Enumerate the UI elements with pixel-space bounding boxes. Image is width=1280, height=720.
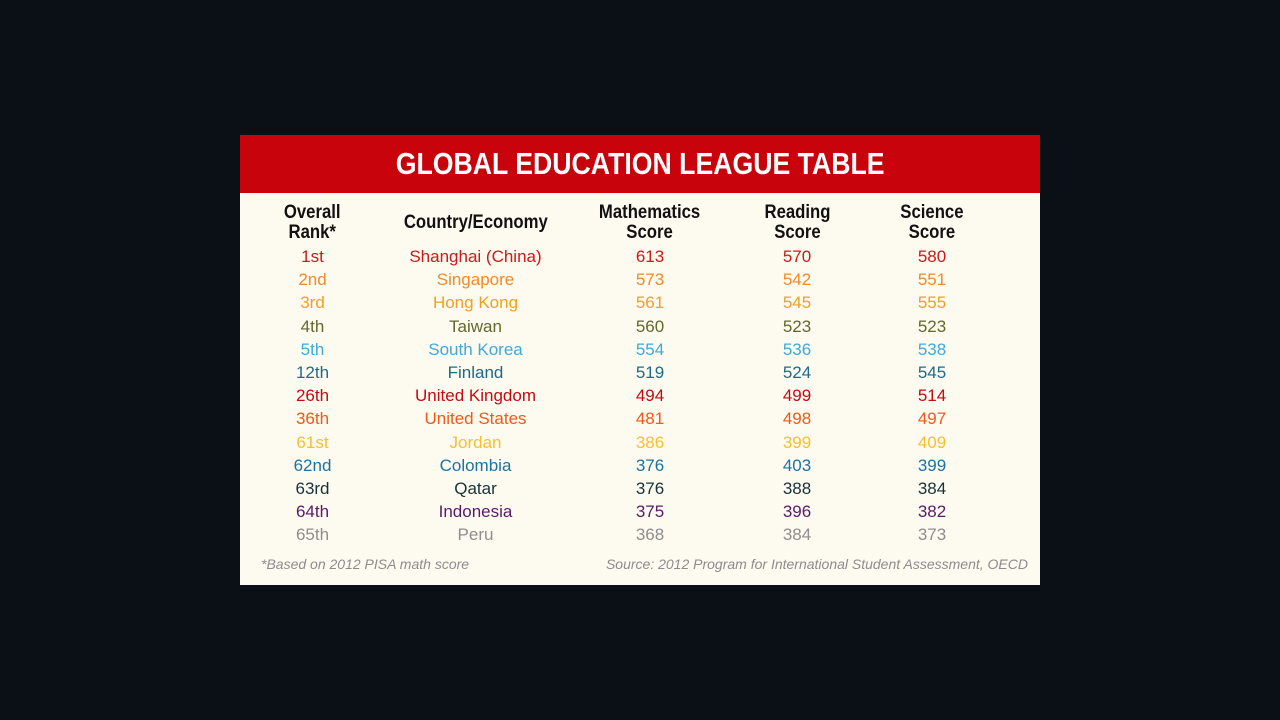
country-cell: United States <box>424 409 527 429</box>
table-row: 2nd Singapore 573 542 551 <box>240 268 1040 291</box>
country-cell: Jordan <box>449 432 502 452</box>
science-score-cell: 580 <box>917 247 947 266</box>
math-score-cell: 561 <box>635 293 665 313</box>
header-math: Mathematics Score <box>599 202 701 243</box>
rank-cell: 36th <box>295 409 330 429</box>
reading-score-cell: 542 <box>782 270 812 290</box>
country-cell: Hong Kong <box>432 293 519 313</box>
country-cell: Singapore <box>436 270 515 290</box>
science-score-cell: 538 <box>917 339 947 359</box>
rank-cell: 3rd <box>300 293 325 313</box>
rank-cell: 65th <box>295 525 330 545</box>
math-score-cell: 375 <box>635 502 665 522</box>
rank-cell: 5th <box>300 339 325 359</box>
reading-score-cell: 523 <box>782 316 812 336</box>
reading-score-cell: 384 <box>782 525 812 545</box>
reading-score-cell: 396 <box>782 502 812 522</box>
rank-cell: 63rd <box>295 479 330 499</box>
table-body: 1st Shanghai (China) 613 570 580 2nd Singapore… <box>240 245 1040 547</box>
source-note: Source: 2012 Program for International S… <box>605 556 1028 572</box>
math-score-cell: 560 <box>635 316 665 336</box>
rank-cell: 61st <box>296 432 329 452</box>
math-score-cell: 519 <box>635 363 665 383</box>
science-score-cell: 514 <box>917 386 947 406</box>
table-row: 4th Taiwan 560 523 523 <box>240 315 1040 338</box>
country-cell: United Kingdom <box>415 386 536 406</box>
reading-score-cell: 524 <box>782 363 812 383</box>
rank-cell: 4th <box>300 316 325 336</box>
header-row: Overall Rank* Country/Economy Mathematics… <box>240 201 1040 245</box>
table-row: 61st Jordan 386 399 409 <box>240 431 1040 454</box>
country-cell: Colombia <box>439 455 512 475</box>
science-score-cell: 523 <box>917 316 947 336</box>
rank-cell: 26th <box>295 386 330 406</box>
math-score-cell: 481 <box>635 409 665 429</box>
rank-cell: 62nd <box>293 455 332 475</box>
reading-score-cell: 403 <box>782 455 812 475</box>
reading-score-cell: 388 <box>782 479 812 499</box>
header-science: Science Score <box>900 202 964 243</box>
table-row: 1st Shanghai (China) 613 570 580 <box>240 245 1040 268</box>
science-score-cell: 384 <box>917 479 947 499</box>
table-row: 12th Finland 519 524 545 <box>240 361 1040 384</box>
math-score-cell: 368 <box>635 525 665 545</box>
math-score-cell: 376 <box>635 455 665 475</box>
rank-cell: 12th <box>295 363 330 383</box>
country-cell: Peru <box>457 525 494 545</box>
table-title: GLOBAL EDUCATION LEAGUE TABLE <box>395 146 885 181</box>
science-score-cell: 409 <box>917 432 947 452</box>
rank-cell: 1st <box>301 247 324 266</box>
table-row: 5th South Korea 554 536 538 <box>240 338 1040 361</box>
reading-score-cell: 498 <box>782 409 812 429</box>
table-row: 63rd Qatar 376 388 384 <box>240 477 1040 500</box>
country-cell: Shanghai (China) <box>409 247 542 266</box>
rank-cell: 64th <box>295 502 330 522</box>
reading-score-cell: 499 <box>782 386 812 406</box>
science-score-cell: 551 <box>917 270 947 290</box>
table-row: 65th Peru 368 384 373 <box>240 523 1040 546</box>
league-table-card: GLOBAL EDUCATION LEAGUE TABLE Overall Ran… <box>240 135 1040 585</box>
table-row: 64th Indonesia 375 396 382 <box>240 500 1040 523</box>
reading-score-cell: 536 <box>782 339 812 359</box>
rank-cell: 2nd <box>298 270 327 290</box>
league-table: Overall Rank* Country/Economy Mathematics… <box>240 201 1040 547</box>
footnote: *Based on 2012 PISA math score <box>261 556 470 572</box>
table-row: 3rd Hong Kong 561 545 555 <box>240 291 1040 314</box>
science-score-cell: 497 <box>917 409 947 429</box>
country-cell: Taiwan <box>449 316 502 336</box>
header-rank: Overall Rank* <box>284 202 341 243</box>
science-score-cell: 399 <box>917 455 947 475</box>
science-score-cell: 373 <box>917 525 947 545</box>
science-score-cell: 555 <box>917 293 947 313</box>
math-score-cell: 376 <box>635 479 665 499</box>
math-score-cell: 554 <box>635 339 665 359</box>
country-cell: Finland <box>447 363 504 383</box>
header-country: Country/Economy <box>403 212 548 233</box>
table-row: 26th United Kingdom 494 499 514 <box>240 384 1040 407</box>
math-score-cell: 573 <box>635 270 665 290</box>
reading-score-cell: 570 <box>782 247 812 266</box>
math-score-cell: 386 <box>635 432 665 452</box>
country-cell: Indonesia <box>438 502 513 522</box>
country-cell: Qatar <box>454 479 497 499</box>
table-row: 62nd Colombia 376 403 399 <box>240 454 1040 477</box>
reading-score-cell: 399 <box>782 432 812 452</box>
title-bar: GLOBAL EDUCATION LEAGUE TABLE <box>240 135 1040 193</box>
table-row: 36th United States 481 498 497 <box>240 407 1040 430</box>
country-cell: South Korea <box>428 339 523 359</box>
header-reading: Reading Score <box>764 202 830 243</box>
math-score-cell: 494 <box>635 386 665 406</box>
science-score-cell: 382 <box>917 502 947 522</box>
science-score-cell: 545 <box>917 363 947 383</box>
math-score-cell: 613 <box>635 247 665 266</box>
reading-score-cell: 545 <box>782 293 812 313</box>
